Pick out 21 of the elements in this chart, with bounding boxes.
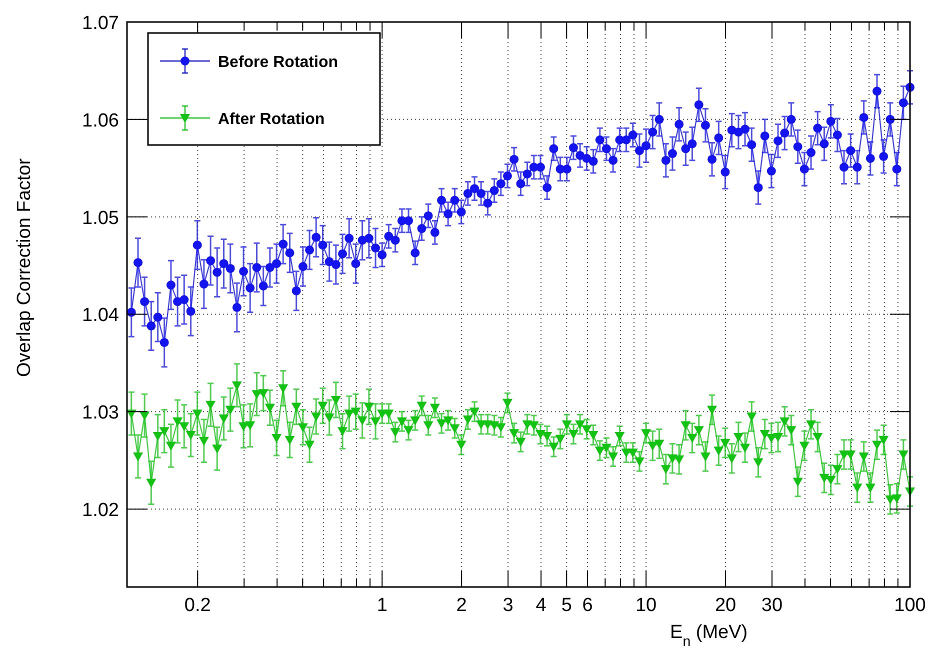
x-tick-label: 30 [761,595,783,616]
legend-label: Before Rotation [218,54,338,71]
x-tick-label: 4 [536,595,547,616]
y-tick-label: 1.06 [82,110,119,132]
x-axis-title: E$_{n}$ (MeV) [670,622,748,650]
x-tick-label: 10 [635,595,657,616]
y-axis-title: Overlap Correction Factor [14,158,35,377]
y-tick-label: 1.04 [82,305,120,326]
x-tick-label: 1 [376,595,388,616]
x-tick-label: 2 [456,595,467,616]
legend-label: After Rotation [218,111,325,128]
y-tick-label: 1.03 [82,402,119,424]
y-tick-label: 1.02 [82,500,119,522]
x-tick-label: 0.2 [184,595,211,616]
x-tick-label: 6 [582,595,593,616]
x-tick-label: 3 [502,595,514,616]
x-tick-label: 5 [561,595,572,616]
y-tick-label: 1.05 [82,208,119,229]
x-tick-label: 100 [894,595,926,616]
x-tick-label: 20 [714,595,736,616]
y-tick-label: 1.07 [82,13,119,34]
